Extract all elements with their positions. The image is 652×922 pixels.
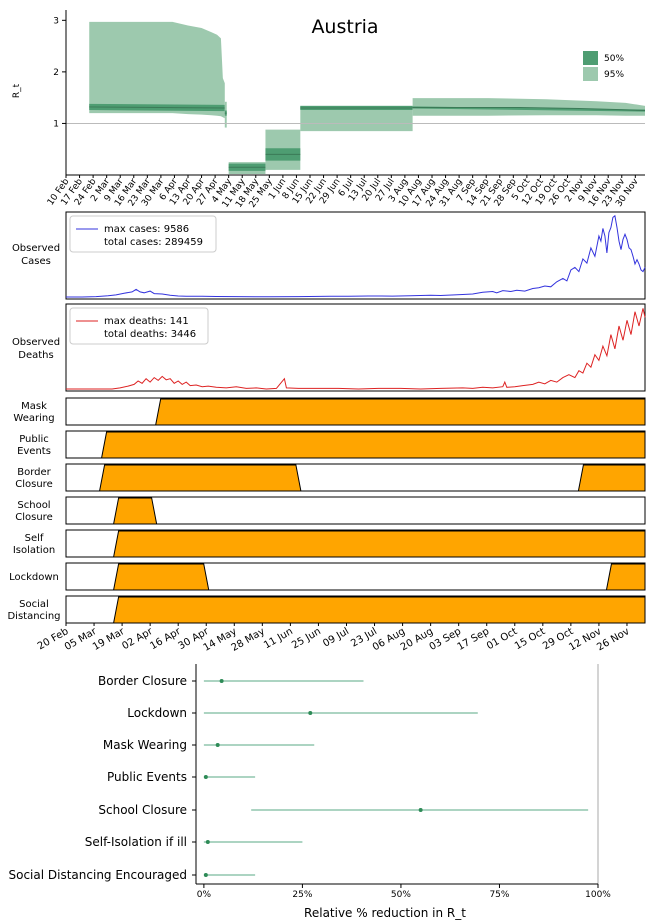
cases-ylabel-line2: Cases <box>21 256 51 267</box>
deaths-legend-total: total deaths: 3446 <box>104 329 196 340</box>
school-closure-period-1 <box>112 497 158 525</box>
cases-legend-total: total cases: 289459 <box>104 237 203 248</box>
legend-swatch-50 <box>583 51 598 65</box>
forest-xtick-label-25: 25% <box>292 890 312 900</box>
rt-band95-segment-1 <box>89 21 225 119</box>
forest-xtick-label-75: 75% <box>489 890 509 900</box>
deaths-frame <box>65 303 646 392</box>
rt-legend: 50% 95% <box>583 51 624 81</box>
forest-xlabel: Relative % reduction in R_t <box>304 906 466 920</box>
iv-xtick-label-2: 19 Mar <box>91 626 127 653</box>
cases-ylabel-line1: Observed <box>12 243 60 254</box>
rt-ytick-label-2: 2 <box>53 68 59 78</box>
deaths-legend: max deaths: 141 total deaths: 3446 <box>69 307 209 345</box>
effect-forest-plot: Border Closure Lockdown Mask Wearing Public… <box>9 664 611 920</box>
iv-xtick-label-17: 15 Oct <box>513 626 547 652</box>
social-distancing-encouraged-median <box>203 873 208 877</box>
mask-wearing-label-line2: Wearing <box>13 413 54 424</box>
public-events-period-1 <box>100 431 646 459</box>
public-events-median <box>203 775 208 779</box>
iv-xtick-label-9: 25 Jun <box>290 626 323 651</box>
deaths-panel: Observed Deaths max deaths: 141 total de… <box>12 303 646 392</box>
cases-legend: max cases: 9586 total cases: 289459 <box>69 215 217 253</box>
border-closure-period-1 <box>98 464 302 492</box>
school-closure-median <box>418 808 423 812</box>
legend-label-95: 95% <box>604 70 624 80</box>
school-closure-label-line1: School <box>17 500 50 511</box>
rt-median-segment-1 <box>89 106 225 109</box>
border-closure-label: Border Closure <box>98 674 187 688</box>
cases-legend-box <box>69 215 217 253</box>
iv-xtick-label-4: 16 Apr <box>148 626 183 653</box>
rt-ylabel: R_t <box>12 83 22 98</box>
cases-legend-max: max cases: 9586 <box>104 224 189 235</box>
cases-panel: Observed Cases max cases: 9586 total cas… <box>12 211 646 300</box>
lockdown-period-2 <box>605 563 646 591</box>
public-events-label: Public Events <box>107 770 187 784</box>
deaths-series-line <box>66 308 646 390</box>
mask-wearing-median <box>215 743 220 747</box>
self-isolation-label-line1: Self <box>25 533 44 544</box>
social-distancing-encouraged-label: Social Distancing Encouraged <box>9 868 188 882</box>
iv-xtick-label-16: 01 Oct <box>485 626 519 652</box>
iv-xtick-label-20: 26 Nov <box>595 626 631 653</box>
rt-ytick-label-1: 1 <box>53 119 59 129</box>
social-distancing-label-line2: Distancing <box>7 611 60 622</box>
legend-swatch-95 <box>583 67 598 81</box>
deaths-ylabel-line1: Observed <box>12 337 60 348</box>
iv-xtick-label-13: 20 Aug <box>399 626 435 653</box>
lockdown-label: Lockdown <box>127 706 187 720</box>
self-isolation-label-line2: Isolation <box>13 545 55 556</box>
mask-wearing-period-1 <box>155 398 646 426</box>
forest-xtick-label-50: 50% <box>391 890 411 900</box>
forest-xtick-label-100: 100% <box>585 890 611 900</box>
public-events-label-line1: Public <box>19 434 49 445</box>
public-events-label-line2: Events <box>17 446 51 457</box>
legend-label-50: 50% <box>604 54 624 64</box>
deaths-ylabel-line2: Deaths <box>18 350 53 361</box>
rt-ytick-label-3: 3 <box>53 16 59 26</box>
deaths-legend-max: max deaths: 141 <box>104 316 189 327</box>
social-distancing-label-line1: Social <box>19 599 49 610</box>
self-isolation-period-1 <box>112 530 646 558</box>
school-closure-frame <box>65 496 646 525</box>
border-closure-period-2 <box>577 464 646 492</box>
iv-xtick-label-15: 17 Sep <box>456 626 492 653</box>
school-closure-label: School Closure <box>98 803 187 817</box>
rt-band95-segment-6 <box>412 98 645 116</box>
iv-xtick-label-10: 09 Jul <box>321 626 351 650</box>
rt-band95-segment-5 <box>300 105 413 132</box>
lockdown-label: Lockdown <box>9 572 59 583</box>
lockdown-period-1 <box>112 563 210 591</box>
interventions-panel: MaskWearingPublicEventsBorderClosureScho… <box>7 397 646 654</box>
social-distancing-period-1 <box>112 596 646 624</box>
cases-series-line <box>66 214 646 298</box>
lockdown-median <box>308 711 313 715</box>
deaths-legend-box <box>69 307 209 345</box>
mask-wearing-label: Mask Wearing <box>103 738 187 752</box>
forest-xtick-label-0: 0% <box>197 890 212 900</box>
school-closure-label-line2: Closure <box>15 512 52 523</box>
rt-median-segment-6 <box>412 106 646 112</box>
border-closure-label-line2: Closure <box>15 479 52 490</box>
border-closure-label-line1: Border <box>17 467 51 478</box>
iv-xtick-label-3: 02 Apr <box>120 626 155 653</box>
iv-xtick-label-8: 11 Jun <box>262 626 295 651</box>
border-closure-median <box>219 679 224 683</box>
chart-title: Austria <box>311 16 378 38</box>
self-isolation-if-ill-label: Self-Isolation if ill <box>85 835 187 849</box>
mask-wearing-label-line1: Mask <box>21 401 47 412</box>
self-isolation-if-ill-median <box>205 840 210 844</box>
cases-frame <box>65 211 646 300</box>
